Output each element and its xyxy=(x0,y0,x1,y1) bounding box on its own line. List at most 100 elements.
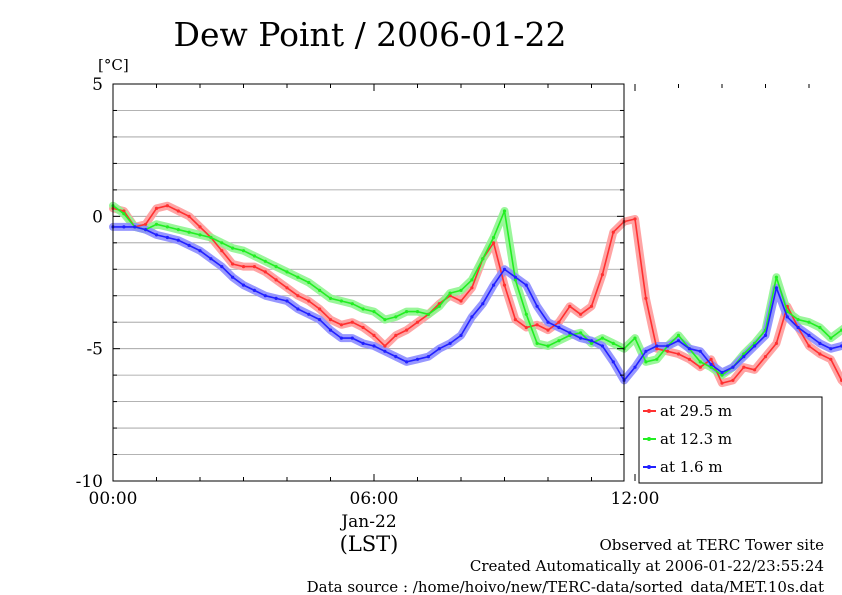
data-point xyxy=(546,328,550,332)
data-point xyxy=(176,209,180,213)
data-point xyxy=(731,378,735,382)
data-point xyxy=(829,336,833,340)
data-point xyxy=(187,214,191,218)
data-point xyxy=(448,291,452,295)
data-point xyxy=(589,341,594,345)
data-point xyxy=(644,296,648,300)
data-point xyxy=(405,328,409,332)
data-point xyxy=(372,344,376,348)
data-point xyxy=(165,204,169,208)
data-point xyxy=(470,278,474,282)
data-point xyxy=(600,344,605,348)
data-point xyxy=(666,344,670,348)
data-point xyxy=(502,209,507,213)
data-point xyxy=(383,349,387,353)
legend-label: at 12.3 m xyxy=(660,430,732,448)
legend-label: at 1.6 m xyxy=(660,458,723,476)
data-point xyxy=(557,320,561,324)
data-point xyxy=(198,249,202,253)
data-point xyxy=(459,288,463,292)
data-point xyxy=(285,286,289,290)
data-point xyxy=(328,296,333,300)
data-point xyxy=(415,320,420,324)
data-point xyxy=(176,238,180,242)
data-point xyxy=(361,307,365,311)
data-point xyxy=(600,273,605,277)
data-point xyxy=(546,344,550,348)
data-point xyxy=(318,318,322,322)
data-point xyxy=(470,315,474,319)
data-point xyxy=(481,302,485,306)
series-line-2 xyxy=(112,205,842,376)
data-point xyxy=(350,302,354,306)
data-point xyxy=(807,333,811,337)
data-point xyxy=(698,349,702,353)
data-point xyxy=(231,246,235,250)
legend-label: at 29.5 m xyxy=(660,402,732,420)
data-point xyxy=(753,368,757,372)
data-point xyxy=(339,323,343,327)
data-point xyxy=(405,360,409,364)
data-point xyxy=(209,257,213,261)
legend-marker xyxy=(647,437,651,441)
data-point xyxy=(285,270,289,274)
data-point xyxy=(394,315,398,319)
data-point xyxy=(633,336,637,340)
data-point xyxy=(818,341,822,345)
data-point xyxy=(361,325,365,330)
data-point xyxy=(176,228,180,232)
legend-marker xyxy=(647,409,651,413)
data-point xyxy=(676,352,681,356)
data-point xyxy=(655,344,659,348)
data-point xyxy=(568,331,572,335)
y-tick-label: 0 xyxy=(92,207,103,227)
data-point xyxy=(263,259,267,263)
data-point xyxy=(198,233,202,237)
footer-created: Created Automatically at 2006-01-22/23:5… xyxy=(470,557,824,575)
data-point xyxy=(535,341,539,345)
data-point xyxy=(492,241,496,245)
data-point xyxy=(209,235,213,240)
legend-marker xyxy=(647,465,651,469)
data-point xyxy=(742,365,746,369)
data-point xyxy=(720,381,724,385)
data-point xyxy=(731,365,735,369)
series-line-1 xyxy=(112,204,842,384)
data-point xyxy=(829,347,833,351)
data-point xyxy=(611,360,615,364)
data-point xyxy=(339,299,343,303)
data-point xyxy=(589,304,594,308)
data-point xyxy=(415,310,420,314)
footer-observed: Observed at TERC Tower site xyxy=(599,536,824,554)
data-point xyxy=(296,275,300,279)
data-point xyxy=(328,318,333,322)
data-point xyxy=(383,318,387,322)
data-point xyxy=(241,265,246,269)
data-point xyxy=(220,241,224,245)
data-point xyxy=(513,275,518,279)
data-point xyxy=(568,304,572,308)
data-point xyxy=(394,355,398,359)
data-point xyxy=(524,325,528,330)
data-point xyxy=(133,225,137,229)
data-point xyxy=(165,235,169,240)
x-tick-label: 00:00 xyxy=(89,489,138,509)
gridlines xyxy=(113,110,624,455)
data-point xyxy=(633,217,637,221)
data-point xyxy=(350,320,354,324)
data-point xyxy=(154,233,159,237)
data-point xyxy=(415,357,420,361)
x-axis-date-label: Jan-22 xyxy=(339,512,396,532)
data-point xyxy=(372,310,376,314)
data-point xyxy=(535,323,539,327)
legend-frame xyxy=(638,396,823,484)
data-point xyxy=(122,209,126,213)
data-point xyxy=(492,235,496,240)
data-point xyxy=(753,344,757,348)
series-lines xyxy=(111,204,842,385)
data-point xyxy=(296,294,300,298)
x-axis-title: (LST) xyxy=(340,532,399,556)
data-point xyxy=(437,347,441,351)
data-point xyxy=(589,339,594,343)
data-point xyxy=(709,365,713,369)
